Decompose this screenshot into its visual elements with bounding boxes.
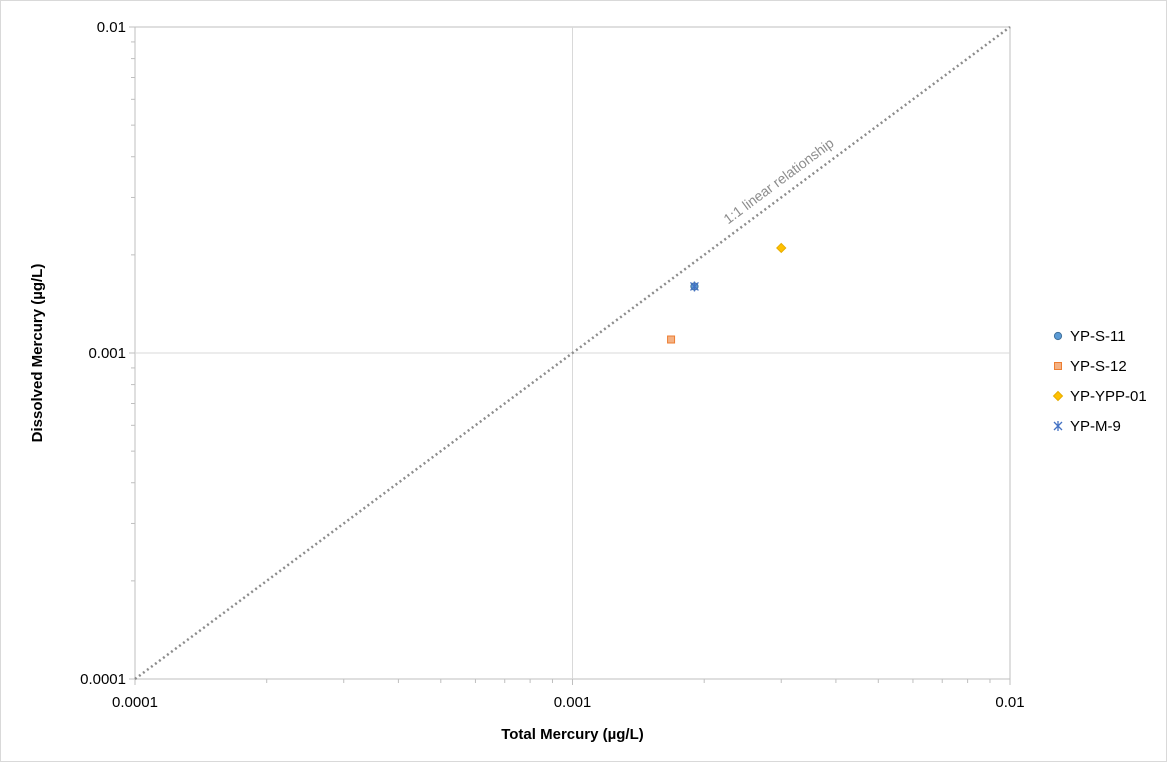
x-tick-label: 0.0001: [112, 694, 158, 711]
reference-line: [134, 25, 1011, 681]
y-tick-label: 0.0001: [80, 671, 126, 688]
legend-label-yp-s-11: YP-S-11: [1070, 328, 1126, 345]
data-point-yp-ypp-01: [776, 242, 787, 254]
legend-marker-yp-s-11: [1053, 331, 1063, 341]
data-point-yp-m-9: [689, 281, 699, 292]
data-point-yp-s-12: [667, 335, 676, 344]
legend-marker-yp-m-9: [1053, 421, 1063, 431]
x-axis-title: Total Mercury (µg/L): [501, 726, 644, 743]
legend-marker-yp-ypp-01: [1052, 390, 1064, 402]
reference-line-label: 1:1 linear relationship: [720, 135, 836, 227]
legend-label-yp-ypp-01: YP-YPP-01: [1070, 388, 1147, 405]
legend-marker-yp-s-12: [1054, 362, 1062, 370]
legend-label-yp-s-12: YP-S-12: [1070, 358, 1127, 375]
y-tick-label: 0.001: [88, 345, 126, 362]
x-tick-label: 0.01: [995, 694, 1024, 711]
x-tick-label: 0.001: [554, 694, 592, 711]
y-axis-title: Dissolved Mercury (µg/L): [29, 264, 46, 443]
y-tick-label: 0.01: [97, 19, 126, 36]
legend-label-yp-m-9: YP-M-9: [1070, 418, 1121, 435]
